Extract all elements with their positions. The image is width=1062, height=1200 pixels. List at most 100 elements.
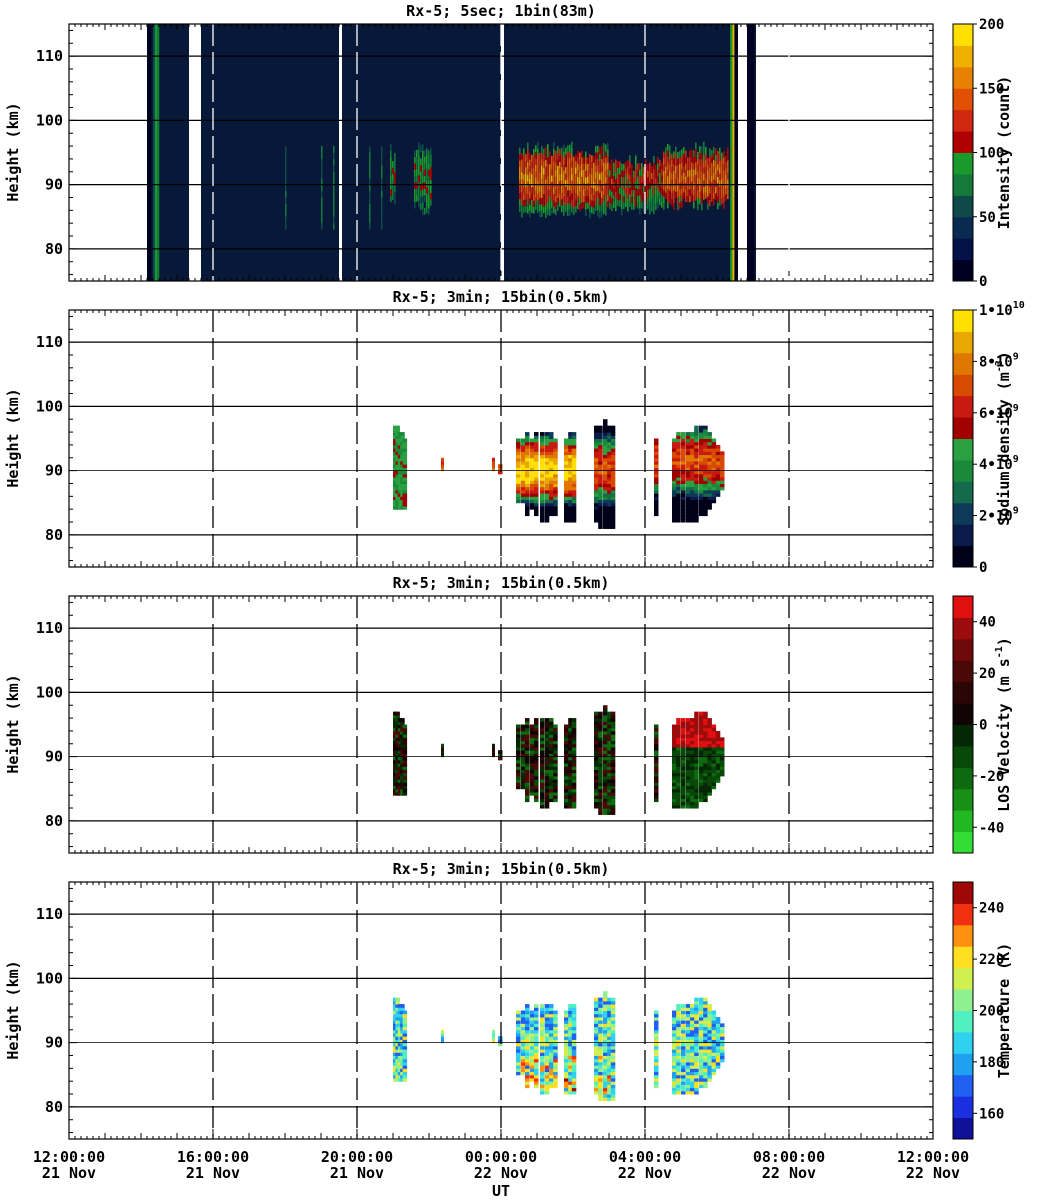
profile-cell xyxy=(676,759,681,764)
profile-cell xyxy=(690,788,695,793)
layer-cell xyxy=(430,154,432,161)
layer-cell xyxy=(629,174,631,182)
profile-cell xyxy=(534,1020,539,1024)
profile-cell xyxy=(715,753,721,758)
layer-cell xyxy=(565,173,567,181)
profile-cell xyxy=(715,1036,721,1040)
profile-cell xyxy=(603,493,608,497)
layer-cell xyxy=(545,211,547,219)
profile-cell xyxy=(516,1010,521,1015)
profile-cell xyxy=(553,464,558,468)
profile-cell xyxy=(690,1074,695,1079)
profile-cell xyxy=(603,483,608,488)
layer-cell xyxy=(426,174,428,181)
profile-cell xyxy=(707,1042,712,1047)
layer-cell xyxy=(541,203,543,211)
profile-cell xyxy=(516,730,521,735)
profile-cell xyxy=(685,1016,691,1021)
layer-cell xyxy=(369,223,371,230)
layer-cell xyxy=(693,156,695,164)
layer-cell xyxy=(703,173,705,181)
layer-cell xyxy=(623,183,625,190)
profile-cell xyxy=(534,1061,539,1066)
layer-cell xyxy=(559,148,561,156)
profile-cell xyxy=(534,1013,539,1018)
profile-cell xyxy=(707,1020,712,1024)
profile-cell xyxy=(395,496,400,501)
profile-cell xyxy=(393,441,398,446)
layer-cell xyxy=(285,158,287,166)
profile-cell xyxy=(564,1026,569,1031)
profile-cell xyxy=(699,1029,704,1034)
layer-cell xyxy=(717,170,719,178)
profile-cell xyxy=(676,804,681,809)
profile-cell xyxy=(681,1087,686,1092)
profile-cell xyxy=(598,1023,603,1028)
profile-cell xyxy=(676,444,681,449)
profile-cell xyxy=(549,763,554,767)
profile-cell xyxy=(681,1007,686,1011)
profile-cell xyxy=(571,1055,577,1060)
profile-cell xyxy=(553,734,558,738)
profile-cell xyxy=(540,460,545,465)
layer-cell xyxy=(671,179,673,187)
layer-cell xyxy=(583,156,585,164)
profile-cell xyxy=(607,457,612,462)
profile-cell xyxy=(540,801,545,806)
profile-cell xyxy=(598,811,603,815)
profile-cell xyxy=(594,1039,599,1044)
layer-cell xyxy=(533,174,535,182)
profile-cell xyxy=(694,432,699,436)
profile-cell xyxy=(516,1065,521,1069)
profile-cell xyxy=(654,505,659,510)
profile-cell xyxy=(594,779,599,783)
layer-cell xyxy=(619,167,621,175)
profile-cell xyxy=(568,486,573,491)
layer-cell xyxy=(711,195,713,202)
profile-cell xyxy=(544,1081,550,1085)
layer-cell xyxy=(390,156,392,164)
profile-cell xyxy=(571,483,577,488)
profile-cell xyxy=(544,444,550,449)
profile-cell xyxy=(594,464,599,468)
profile-cell xyxy=(681,515,686,520)
profile-cell xyxy=(553,785,558,790)
layer-cell xyxy=(711,175,713,183)
profile-cell xyxy=(672,509,677,513)
profile-cell xyxy=(564,801,569,806)
layer-cell xyxy=(285,171,287,179)
edge-band xyxy=(153,24,156,281)
profile-cell xyxy=(676,518,681,523)
profile-cell xyxy=(525,441,530,446)
profile-cell xyxy=(568,1023,573,1028)
profile-cell xyxy=(393,451,398,456)
profile-cell xyxy=(711,772,717,777)
profile-cell xyxy=(544,432,550,436)
layer-cell xyxy=(623,163,625,171)
profile-cell xyxy=(603,460,608,465)
profile-cell xyxy=(402,1029,408,1034)
layer-cell xyxy=(424,169,426,177)
layer-cell xyxy=(679,170,681,177)
profile-cell xyxy=(654,724,659,729)
profile-cell xyxy=(685,505,691,510)
profile-cell xyxy=(603,512,608,517)
layer-cell xyxy=(669,190,671,198)
layer-cell xyxy=(563,202,565,210)
profile-cell xyxy=(711,727,717,732)
profile-cell xyxy=(534,734,539,738)
profile-cell xyxy=(568,483,573,488)
profile-cell xyxy=(610,1036,616,1040)
profile-cell xyxy=(393,1013,398,1018)
layer-cell xyxy=(529,152,531,160)
profile-cell xyxy=(571,493,577,497)
layer-cell xyxy=(601,210,603,217)
profile-cell xyxy=(544,740,550,745)
profile-cell xyxy=(703,499,708,504)
profile-cell xyxy=(607,1090,612,1095)
layer-cell xyxy=(659,191,661,199)
profile-cell xyxy=(594,1087,599,1092)
profile-cell xyxy=(553,1026,558,1031)
profile-cell xyxy=(492,753,495,758)
